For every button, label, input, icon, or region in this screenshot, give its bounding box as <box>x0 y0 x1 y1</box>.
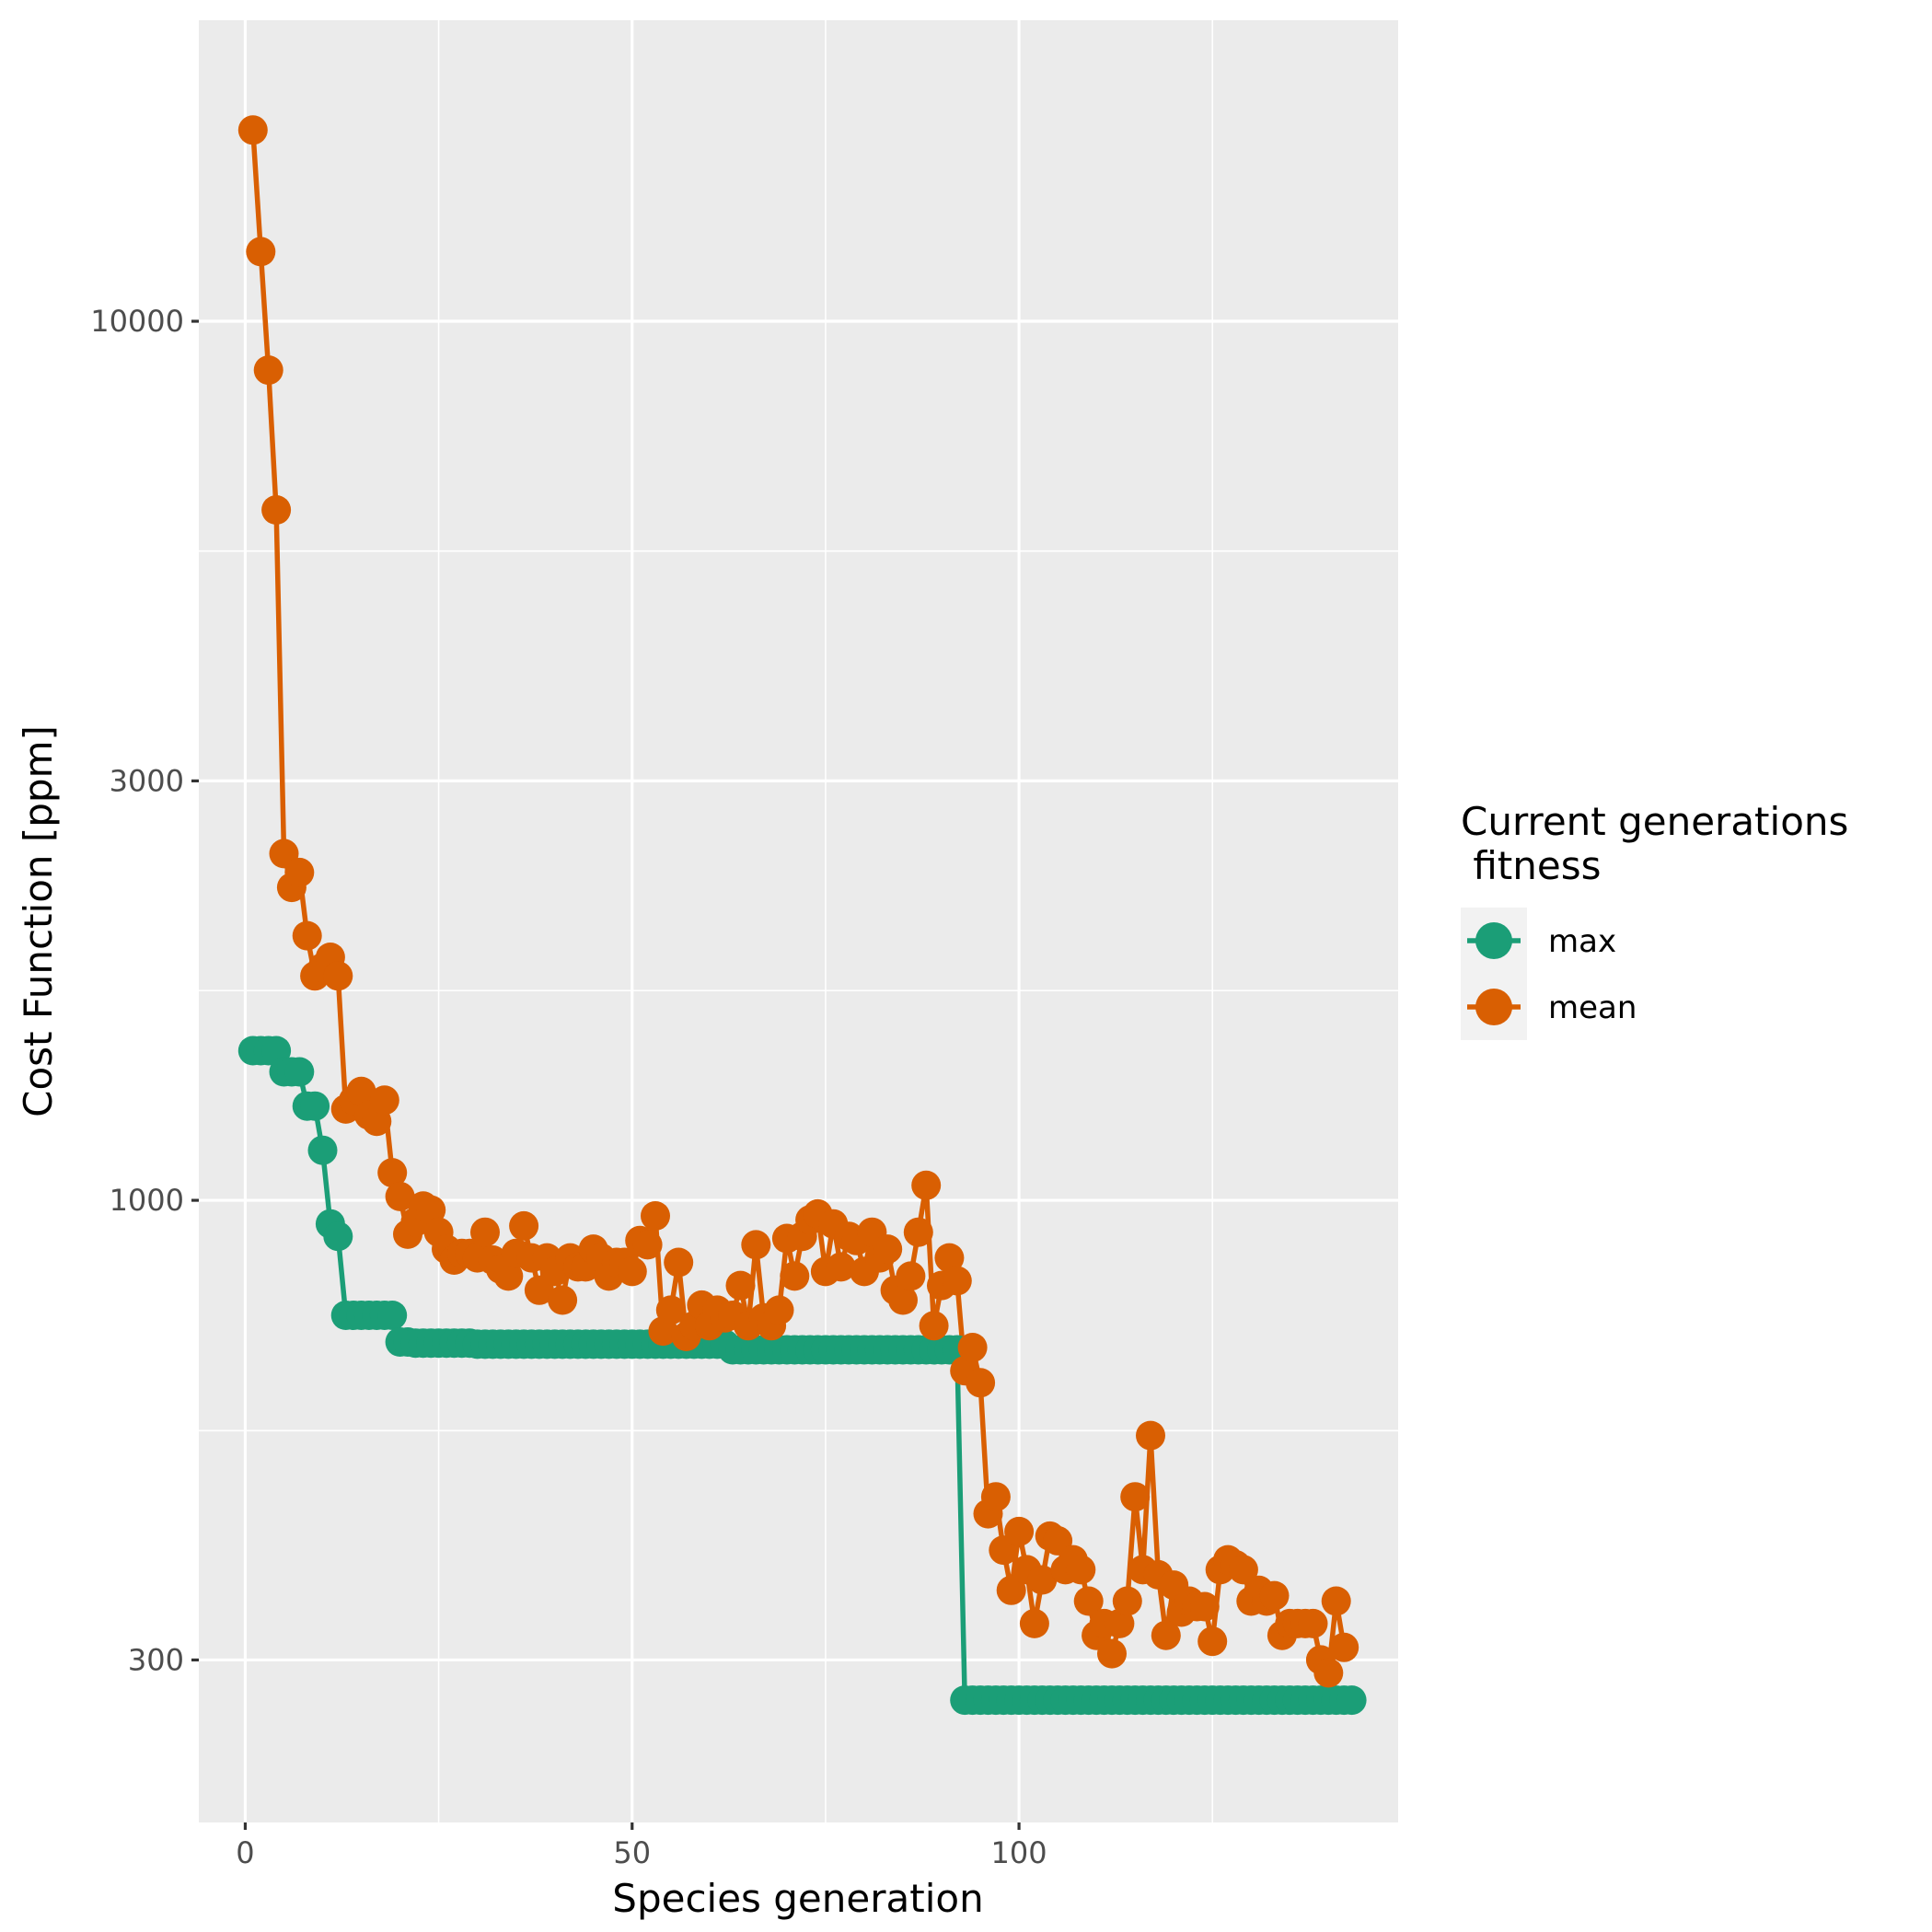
data-point-mean <box>261 495 292 525</box>
data-point-mean <box>292 920 322 951</box>
data-point-mean <box>957 1333 988 1362</box>
data-point-mean <box>237 115 268 145</box>
y-axis-title: Cost Function [ppm] <box>16 725 61 1117</box>
data-point-mean <box>826 1252 856 1282</box>
data-point-mean <box>1004 1516 1035 1546</box>
data-point-mean <box>664 1247 694 1278</box>
data-point-mean <box>942 1266 972 1296</box>
data-point-mean <box>632 1230 663 1260</box>
data-point-mean <box>284 857 315 887</box>
data-point-mean <box>1151 1620 1181 1650</box>
data-point-mean <box>1329 1632 1359 1662</box>
data-point-mean <box>1313 1658 1344 1688</box>
data-point-mean <box>1136 1420 1165 1451</box>
data-point-mean <box>1019 1608 1049 1638</box>
data-point-mean <box>323 961 353 991</box>
legend-title-line-2: fitness <box>1461 843 1602 888</box>
axes-layer: 300 1000 3000 10000 0 50 100 <box>90 304 1047 1870</box>
data-point-max <box>284 1057 315 1087</box>
data-point-mean <box>873 1234 903 1265</box>
data-point-max <box>323 1221 353 1252</box>
data-point-mean <box>1066 1555 1096 1585</box>
data-point-mean <box>416 1195 446 1225</box>
x-tick-label: 50 <box>613 1835 651 1870</box>
data-point-mean <box>980 1482 1011 1512</box>
data-point-mean <box>1073 1586 1104 1616</box>
data-point-mean <box>1321 1586 1351 1616</box>
y-tick-label: 1000 <box>110 1183 184 1218</box>
data-point-mean <box>919 1311 949 1341</box>
legend: Current generations fitness max mean <box>1461 799 1848 1040</box>
data-point-mean <box>470 1217 500 1247</box>
data-point-mean <box>934 1243 965 1273</box>
x-tick-label: 0 <box>236 1835 254 1870</box>
data-point-mean <box>369 1085 399 1116</box>
data-point-mean <box>1027 1565 1058 1595</box>
legend-key-point-max <box>1475 922 1512 959</box>
data-point-mean <box>385 1181 415 1211</box>
data-point-mean <box>346 1076 376 1106</box>
data-point-mean <box>780 1261 810 1291</box>
data-point-mean <box>246 237 276 267</box>
data-point-mean <box>741 1230 771 1260</box>
legend-label-mean: mean <box>1548 989 1637 1026</box>
data-point-mean <box>1189 1591 1220 1622</box>
data-point-mean <box>996 1575 1026 1605</box>
data-point-max <box>300 1091 330 1121</box>
data-point-mean <box>1120 1482 1151 1512</box>
legend-key-point-mean <box>1475 989 1512 1025</box>
data-point-max <box>307 1135 338 1165</box>
data-point-max <box>377 1301 408 1330</box>
data-point-mean <box>1105 1608 1135 1638</box>
data-point-mean <box>966 1368 996 1398</box>
x-tick-label: 100 <box>991 1835 1047 1870</box>
data-point-max <box>1336 1685 1367 1716</box>
data-point-mean <box>911 1170 942 1200</box>
data-point-mean <box>617 1256 647 1287</box>
data-point-mean <box>548 1285 578 1315</box>
series-points-mean <box>237 115 1359 1688</box>
data-point-mean <box>903 1217 933 1247</box>
data-point-mean <box>1097 1638 1127 1669</box>
data-point-mean <box>1228 1555 1258 1585</box>
data-point-mean <box>1259 1580 1290 1611</box>
data-point-mean <box>655 1295 686 1325</box>
data-point-mean <box>725 1270 756 1301</box>
y-tick-label: 10000 <box>90 304 184 339</box>
legend-label-max: max <box>1548 923 1616 960</box>
y-tick-label: 3000 <box>110 763 184 798</box>
series-layer <box>237 115 1367 1716</box>
data-point-mean <box>253 355 283 386</box>
x-axis-title: Species generation <box>612 1876 983 1921</box>
data-point-mean <box>509 1210 539 1241</box>
data-point-mean <box>377 1158 408 1188</box>
data-point-mean <box>641 1201 670 1231</box>
data-point-mean <box>493 1261 524 1291</box>
data-point-mean <box>764 1295 794 1325</box>
data-point-mean <box>1197 1626 1228 1657</box>
y-tick-label: 300 <box>128 1642 184 1677</box>
data-point-mean <box>1112 1586 1142 1616</box>
legend-title-line-1: Current generations <box>1461 799 1848 844</box>
data-point-mean <box>888 1285 918 1315</box>
data-point-mean <box>896 1261 926 1291</box>
data-point-mean <box>1298 1608 1328 1638</box>
